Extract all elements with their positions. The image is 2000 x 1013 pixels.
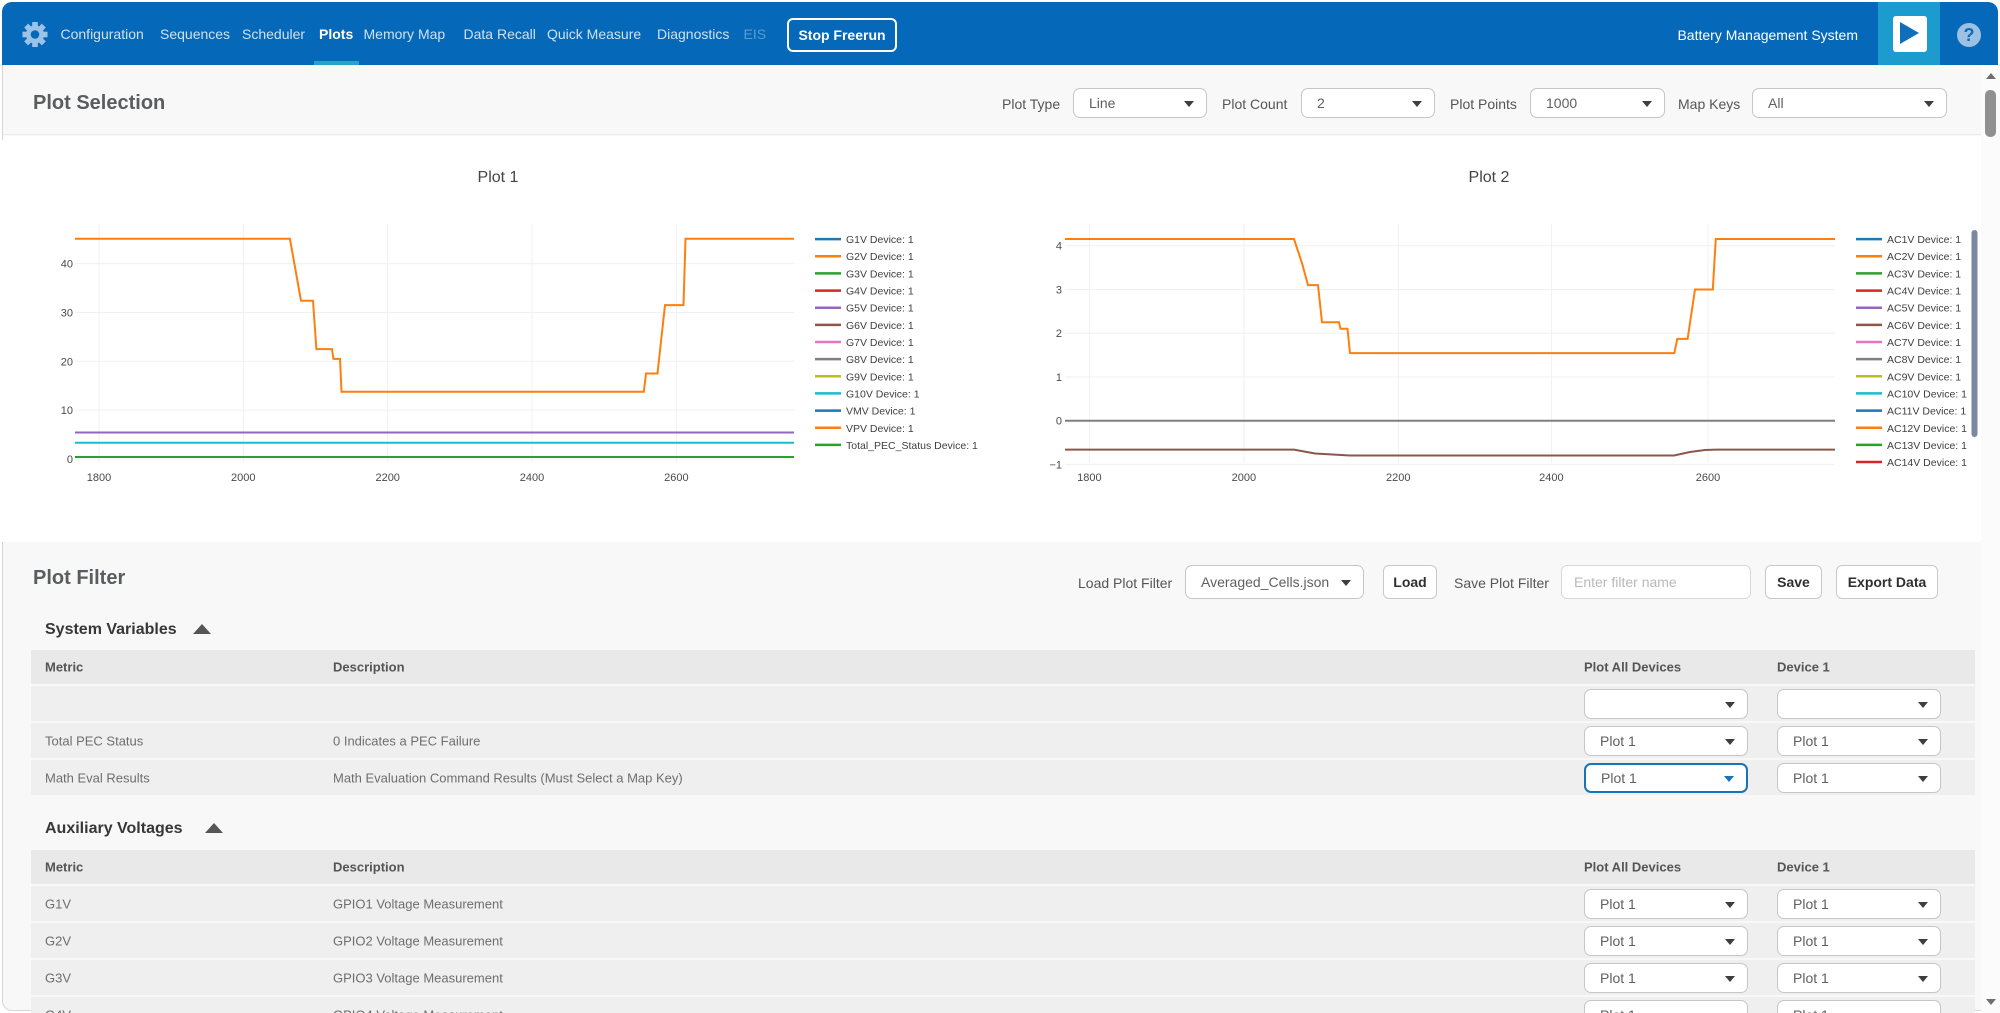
svg-text:AC6V Device: 1: AC6V Device: 1 <box>1887 320 1961 332</box>
svg-text:AC7V Device: 1: AC7V Device: 1 <box>1887 337 1961 349</box>
svg-text:40: 40 <box>61 259 73 271</box>
svg-text:2600: 2600 <box>664 472 688 484</box>
svg-text:Plot 2: Plot 2 <box>1469 169 1510 186</box>
svg-text:2000: 2000 <box>231 472 255 484</box>
svg-text:3: 3 <box>1056 285 1062 297</box>
svg-text:VPV Device: 1: VPV Device: 1 <box>846 423 914 435</box>
svg-text:10: 10 <box>61 405 73 417</box>
svg-text:Plot 1: Plot 1 <box>478 169 519 186</box>
svg-text:G3V Device: 1: G3V Device: 1 <box>846 268 914 280</box>
svg-text:AC4V Device: 1: AC4V Device: 1 <box>1887 286 1961 298</box>
svg-text:2: 2 <box>1056 328 1062 340</box>
svg-text:AC1V Device: 1: AC1V Device: 1 <box>1887 234 1961 246</box>
svg-text:2400: 2400 <box>520 472 544 484</box>
svg-text:1800: 1800 <box>87 472 111 484</box>
svg-text:G8V Device: 1: G8V Device: 1 <box>846 354 914 366</box>
svg-text:0: 0 <box>67 454 73 466</box>
svg-text:AC2V Device: 1: AC2V Device: 1 <box>1887 251 1961 263</box>
svg-text:AC13V Device: 1: AC13V Device: 1 <box>1887 440 1967 452</box>
svg-text:G4V Device: 1: G4V Device: 1 <box>846 286 914 298</box>
svg-text:1800: 1800 <box>1077 472 1101 484</box>
svg-text:AC3V Device: 1: AC3V Device: 1 <box>1887 268 1961 280</box>
svg-text:2200: 2200 <box>1386 472 1410 484</box>
svg-text:G7V Device: 1: G7V Device: 1 <box>846 337 914 349</box>
svg-text:AC8V Device: 1: AC8V Device: 1 <box>1887 354 1961 366</box>
svg-text:G10V Device: 1: G10V Device: 1 <box>846 388 920 400</box>
svg-text:−1: −1 <box>1049 459 1062 471</box>
svg-text:G2V Device: 1: G2V Device: 1 <box>846 251 914 263</box>
svg-text:2600: 2600 <box>1696 472 1720 484</box>
svg-text:G5V Device: 1: G5V Device: 1 <box>846 303 914 315</box>
svg-text:Total_PEC_Status Device: 1: Total_PEC_Status Device: 1 <box>846 440 978 452</box>
svg-text:2000: 2000 <box>1232 472 1256 484</box>
svg-text:G6V Device: 1: G6V Device: 1 <box>846 320 914 332</box>
svg-text:AC9V Device: 1: AC9V Device: 1 <box>1887 371 1961 383</box>
svg-text:G1V Device: 1: G1V Device: 1 <box>846 234 914 246</box>
svg-text:G9V Device: 1: G9V Device: 1 <box>846 371 914 383</box>
svg-text:1: 1 <box>1056 372 1062 384</box>
svg-text:2400: 2400 <box>1539 472 1563 484</box>
svg-text:20: 20 <box>61 356 73 368</box>
svg-text:VMV Device: 1: VMV Device: 1 <box>846 406 916 418</box>
svg-text:2200: 2200 <box>375 472 399 484</box>
svg-text:4: 4 <box>1056 241 1062 253</box>
svg-text:30: 30 <box>61 308 73 320</box>
svg-text:AC5V Device: 1: AC5V Device: 1 <box>1887 303 1961 315</box>
svg-text:0: 0 <box>1056 416 1062 428</box>
svg-text:AC11V Device: 1: AC11V Device: 1 <box>1887 406 1966 418</box>
svg-text:AC14V Device: 1: AC14V Device: 1 <box>1887 457 1967 469</box>
svg-text:AC12V Device: 1: AC12V Device: 1 <box>1887 423 1967 435</box>
svg-text:AC10V Device: 1: AC10V Device: 1 <box>1887 388 1967 400</box>
